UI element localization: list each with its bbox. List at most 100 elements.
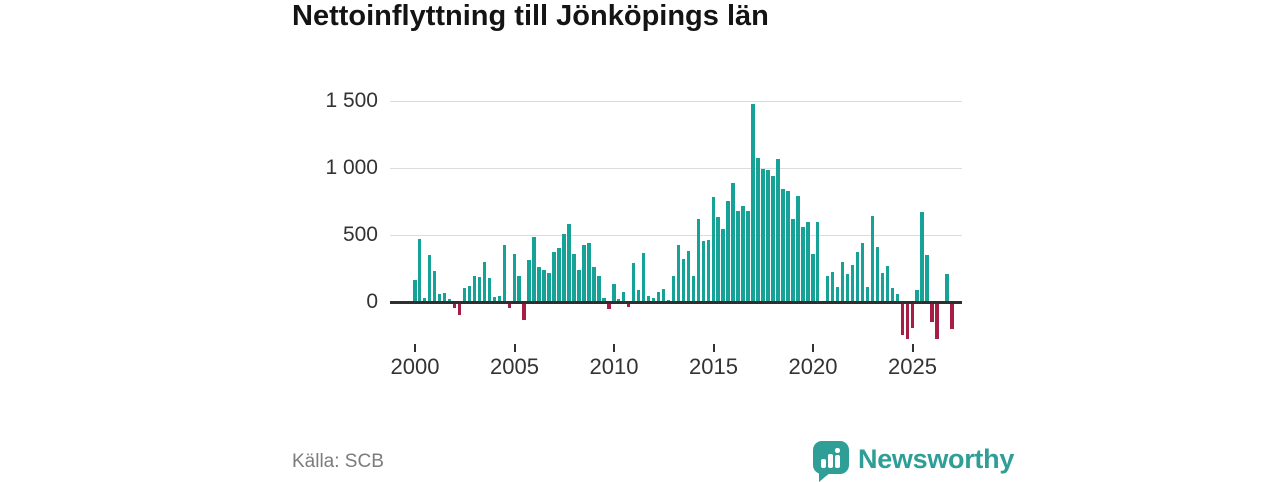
bar	[915, 289, 919, 301]
bar	[781, 188, 785, 301]
bar	[656, 292, 661, 301]
plot-area: 0 500 1 000 1 500 2000 2005 2010 2015 2020 2025	[290, 89, 965, 395]
bar	[701, 240, 706, 301]
bar	[716, 217, 720, 301]
bar	[925, 255, 929, 301]
newsworthy-logo-icon	[813, 441, 849, 482]
bar	[895, 294, 900, 301]
bar	[452, 304, 457, 309]
x-axis-tick	[613, 344, 615, 352]
bar	[855, 252, 860, 301]
bar	[512, 253, 516, 301]
bar	[572, 253, 576, 301]
bar	[920, 212, 924, 301]
bar	[482, 262, 487, 301]
bar	[830, 272, 835, 301]
bar	[751, 104, 755, 301]
bar	[671, 275, 676, 301]
bar	[636, 289, 641, 301]
bar	[736, 210, 740, 301]
bar	[786, 190, 790, 301]
bar	[413, 279, 417, 301]
x-axis-tick	[513, 344, 516, 352]
bar	[890, 288, 895, 301]
x-axis-label: 2015	[689, 354, 738, 379]
bar	[646, 296, 651, 301]
y-axis-label: 500	[342, 223, 378, 246]
bar	[492, 297, 497, 301]
bar	[761, 169, 765, 301]
bar	[612, 283, 616, 301]
bar	[686, 251, 691, 301]
bar	[427, 255, 432, 301]
bar	[626, 304, 631, 307]
bar	[850, 264, 855, 301]
bar	[835, 287, 840, 301]
bar	[621, 291, 626, 301]
bar	[587, 242, 591, 301]
bar	[547, 273, 551, 301]
bar	[462, 288, 467, 301]
newsworthy-logo: Newsworthy	[813, 441, 1014, 482]
bar	[532, 236, 536, 301]
bar	[417, 238, 422, 301]
logo-bar-chart-icon	[821, 448, 843, 468]
chart-title: Nettoinflyttning till Jönköpings län	[292, 0, 769, 32]
bar	[791, 218, 795, 301]
source-label: Källa: SCB	[292, 451, 384, 472]
bar	[641, 253, 646, 301]
logo-bubble-tail	[819, 472, 831, 482]
bar	[592, 267, 596, 301]
bar	[840, 261, 845, 301]
bar	[517, 275, 521, 301]
bar	[577, 270, 581, 301]
bar	[522, 304, 526, 321]
bar	[801, 227, 805, 301]
bar	[467, 286, 472, 301]
bar	[582, 244, 586, 301]
bar	[905, 304, 910, 339]
bar	[756, 158, 760, 301]
x-axis-tick	[812, 344, 814, 352]
bar	[597, 275, 601, 301]
bar	[631, 263, 636, 301]
bar	[806, 222, 810, 301]
bar	[930, 304, 934, 322]
gridline-1000	[390, 168, 962, 169]
bar	[766, 169, 770, 301]
bar	[845, 274, 850, 301]
bar	[552, 252, 556, 301]
x-axis-line	[390, 301, 962, 304]
bar	[472, 275, 477, 301]
bar	[900, 304, 905, 335]
bar	[746, 210, 750, 301]
x-axis-label: 2020	[788, 354, 838, 379]
bar	[666, 299, 671, 301]
bar	[602, 297, 606, 301]
x-axis-label: 2025	[888, 354, 937, 379]
gridline-500	[390, 235, 962, 236]
y-axis-label: 1 500	[325, 89, 378, 112]
bar	[502, 244, 507, 301]
bar	[885, 266, 890, 301]
bar	[825, 275, 830, 301]
bar	[815, 222, 820, 301]
bar	[651, 298, 656, 301]
bar	[676, 244, 681, 301]
bar	[507, 304, 512, 308]
bar	[567, 223, 571, 301]
bar	[870, 216, 875, 301]
bar	[557, 247, 561, 301]
bar	[771, 176, 775, 301]
x-axis-label: 2010	[589, 354, 639, 379]
x-axis-tick	[712, 344, 715, 352]
bar	[477, 277, 482, 301]
bar	[661, 288, 666, 301]
y-axis-label: 1 000	[325, 156, 378, 179]
bar	[811, 253, 815, 301]
bar	[447, 298, 452, 301]
bar	[537, 266, 541, 301]
bar	[562, 234, 566, 301]
bar	[422, 298, 427, 301]
bar	[696, 218, 701, 301]
